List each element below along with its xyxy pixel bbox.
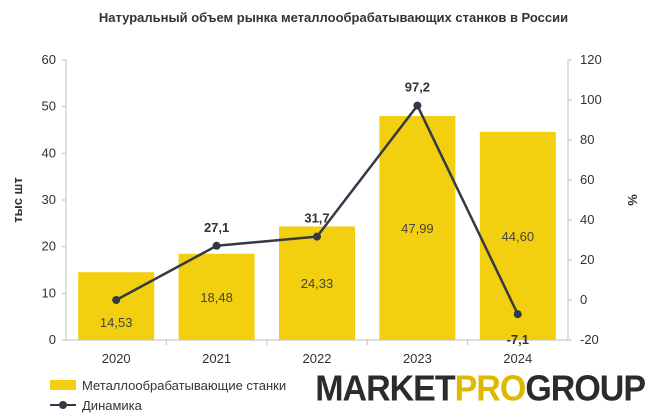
line-point	[413, 101, 422, 110]
line-value-label: 27,1	[204, 220, 229, 235]
bar-value-label: 47,99	[401, 221, 434, 236]
y-tick-label-left: 30	[42, 192, 56, 207]
y-tick-label-left: 0	[49, 332, 56, 347]
legend: Металлообрабатывающие станки Динамика	[50, 375, 286, 415]
y-tick-label-right: 100	[580, 92, 602, 107]
bar-value-label: 44,60	[502, 229, 535, 244]
brand-part-pro: PRO	[454, 369, 527, 409]
line-point	[513, 310, 522, 319]
brand-part-group: GROUP	[525, 369, 646, 409]
x-tick-label: 2024	[503, 351, 532, 366]
legend-label-line: Динамика	[82, 397, 142, 413]
bar	[479, 131, 556, 340]
line-value-label: -7,1	[507, 332, 529, 347]
y-tick-label-right: -20	[580, 332, 599, 347]
bar-value-label: 14,53	[100, 315, 133, 330]
line-point	[112, 296, 121, 304]
y-axis-label-left: тыс шт	[10, 177, 25, 223]
y-tick-label-left: 60	[42, 52, 56, 67]
bar	[379, 116, 456, 341]
y-tick-label-left: 50	[42, 99, 56, 114]
bar-value-label: 24,33	[301, 276, 334, 291]
y-tick-label-right: 0	[580, 292, 587, 307]
brand-part-market: MARKET	[315, 369, 455, 409]
line-point	[313, 232, 321, 241]
line-value-label: 97,2	[405, 80, 430, 95]
y-tick-label-right: 60	[580, 172, 594, 187]
y-tick-label-right: 40	[580, 212, 594, 227]
bar	[279, 226, 355, 340]
bar	[178, 253, 255, 340]
y-axis-label-right: %	[625, 194, 640, 206]
line-point	[212, 241, 221, 250]
legend-label-bars: Металлообрабатывающие станки	[82, 377, 287, 393]
legend-item-line: Динамика	[50, 395, 286, 415]
x-tick-label: 2022	[303, 351, 332, 366]
chart-title: Натуральный объем рынка металлообрабатыв…	[98, 10, 569, 25]
legend-swatch-bars	[50, 380, 76, 390]
brand-logo: MARKETPROGROUP	[315, 369, 646, 410]
bar	[78, 272, 155, 340]
bar-value-label: 18,48	[200, 290, 233, 305]
y-tick-label-right: 120	[580, 52, 602, 67]
y-tick-label-right: 20	[580, 252, 594, 267]
y-tick-label-left: 40	[42, 145, 56, 160]
y-tick-label-left: 10	[42, 285, 56, 300]
legend-item-bars: Металлообрабатывающие станки	[50, 375, 286, 395]
line-value-label: 31,7	[304, 211, 329, 226]
legend-swatch-line	[50, 400, 76, 410]
x-tick-label: 2020	[102, 351, 131, 366]
x-tick-label: 2021	[202, 351, 231, 366]
y-tick-label-right: 80	[580, 132, 594, 147]
y-tick-label-left: 20	[42, 239, 56, 254]
x-tick-label: 2023	[403, 351, 432, 366]
